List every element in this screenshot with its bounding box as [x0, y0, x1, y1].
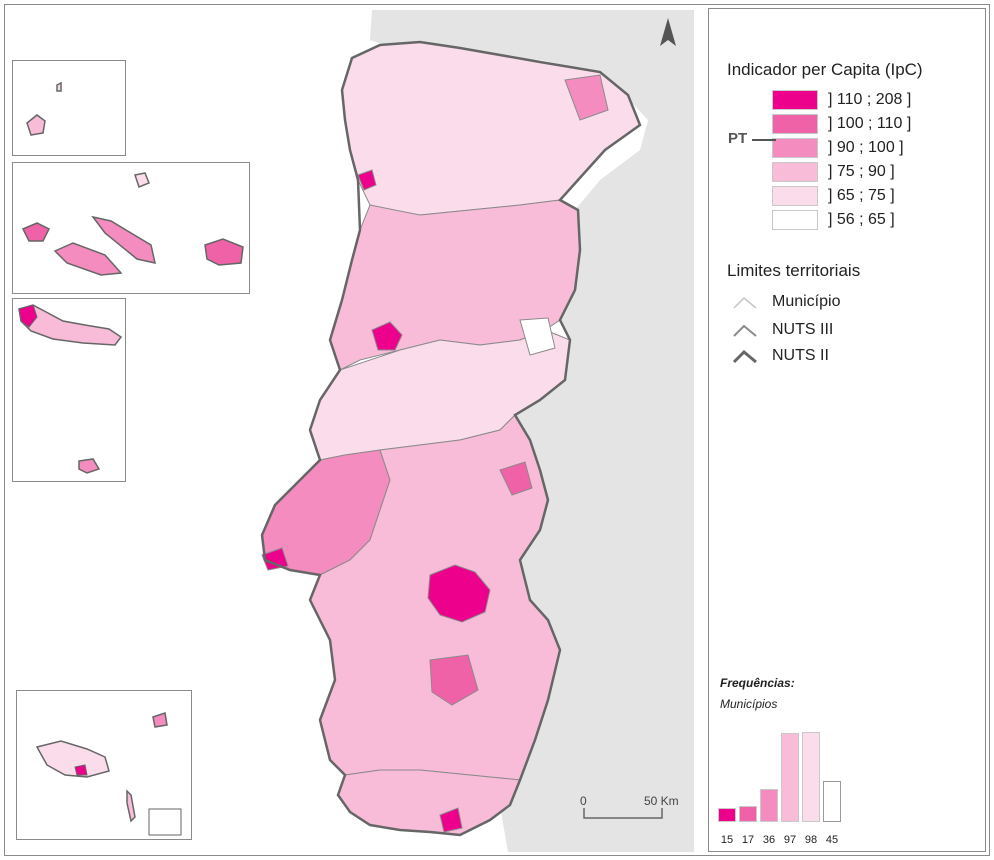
line-symbol-icon: [732, 349, 757, 364]
municipality-hotspot-beja: [427, 564, 491, 623]
inset-madeira: [16, 690, 192, 840]
legend-class-row: ] 65 ; 75 ]: [772, 186, 895, 206]
island-terceira: [204, 238, 244, 266]
inset-selvagens-box: [148, 808, 182, 836]
municipality-white-east: [519, 317, 556, 356]
pt-marker-label: PT: [728, 130, 748, 147]
inset-azores-eastern: [12, 298, 126, 482]
municipality-group-north-east: [564, 74, 609, 121]
frequencies-title: Frequências:: [720, 676, 795, 690]
frequencies-subtitle: Municípios: [720, 697, 778, 711]
frequency-label: 36: [762, 834, 776, 846]
line-symbol-icon: [733, 324, 757, 337]
limits-title: Limites territoriais: [727, 261, 861, 280]
scale-bar-start: 0: [580, 794, 587, 808]
legend-swatch: [772, 186, 818, 206]
legend-class-label: ] 110 ; 208 ]: [828, 91, 912, 108]
frequency-label: 98: [804, 834, 818, 846]
map-frame: [4, 4, 990, 856]
island-graciosa: [134, 172, 150, 188]
legend-panel: [708, 8, 986, 852]
frequency-label: 17: [741, 834, 755, 846]
legend-title: Indicador per Capita (IpC): [727, 60, 923, 79]
island-porto-santo: [152, 712, 168, 728]
frequency-bar: [760, 789, 778, 822]
island-madeira: [35, 740, 110, 778]
island-flores: [26, 114, 46, 136]
island-sao-jorge: [91, 215, 156, 264]
legend-class-row: ] 90 ; 100 ]: [772, 138, 904, 158]
island-sao-miguel: [18, 304, 123, 346]
legend-class-label: ] 56 ; 65 ]: [828, 211, 895, 228]
island-pico: [53, 242, 123, 276]
limit-label: NUTS III: [772, 321, 834, 338]
municipality-funchal: [74, 764, 88, 776]
island-desertas: [126, 789, 136, 823]
frequency-bar: [802, 732, 820, 822]
north-arrow-icon: [660, 18, 676, 46]
legend-class-label: ] 65 ; 75 ]: [828, 187, 895, 204]
frequency-label: 15: [720, 834, 734, 846]
legend-class-row: ] 56 ; 65 ]: [772, 210, 895, 230]
frequency-label: 97: [783, 834, 797, 846]
scale-bar: [583, 808, 663, 819]
limit-row-municipio: Município: [732, 293, 840, 311]
municipality-ponta-delgada: [18, 304, 38, 328]
island-corvo: [56, 81, 62, 92]
spain-landmass: [370, 10, 694, 852]
portugal-mainland: [261, 41, 641, 836]
municipality-group-alentejo-south: [429, 654, 479, 706]
limit-label: NUTS II: [772, 347, 829, 364]
region-algarve: [337, 769, 521, 836]
legend-class-row: ] 75 ; 90 ]: [772, 162, 895, 182]
legend-swatch: [772, 210, 818, 230]
frequency-label: 45: [825, 834, 839, 846]
limit-row-nuts-ii: NUTS II: [732, 347, 829, 365]
island-faial: [21, 222, 51, 242]
island-santa-maria: [78, 458, 101, 474]
legend-swatch: [772, 90, 818, 110]
municipality-hotspot-porto: [357, 169, 377, 191]
inset-azores-corvo-flores: [12, 60, 126, 156]
frequency-bar: [739, 806, 757, 822]
line-symbol-icon: [733, 296, 757, 309]
legend-swatch: [772, 114, 818, 134]
scale-bar-end: 50 Km: [644, 794, 679, 808]
municipality-hotspot-algarve: [439, 807, 463, 833]
legend-class-label: ] 90 ; 100 ]: [828, 139, 904, 156]
frequency-bar: [781, 733, 799, 822]
nuts-ii-outline: [260, 40, 642, 837]
pt-marker-line: [752, 139, 776, 141]
frequency-bar: [718, 808, 736, 822]
inset-azores-central: [12, 162, 250, 294]
limit-label: Município: [772, 293, 841, 310]
legend-swatch: [772, 138, 818, 158]
legend-class-row: ] 110 ; 208 ]: [772, 90, 911, 110]
frequency-bar: [823, 781, 841, 822]
legend-class-row: ] 100 ; 110 ]: [772, 114, 911, 134]
municipality-group-eastern: [499, 461, 533, 496]
municipality-hotspot-lisboa: [261, 547, 289, 571]
municipality-hotspot-coimbra: [371, 321, 403, 351]
limit-row-nuts-iii: NUTS III: [732, 321, 833, 339]
legend-class-label: ] 100 ; 110 ]: [828, 115, 912, 132]
legend-swatch: [772, 162, 818, 182]
legend-class-label: ] 75 ; 90 ]: [828, 163, 895, 180]
